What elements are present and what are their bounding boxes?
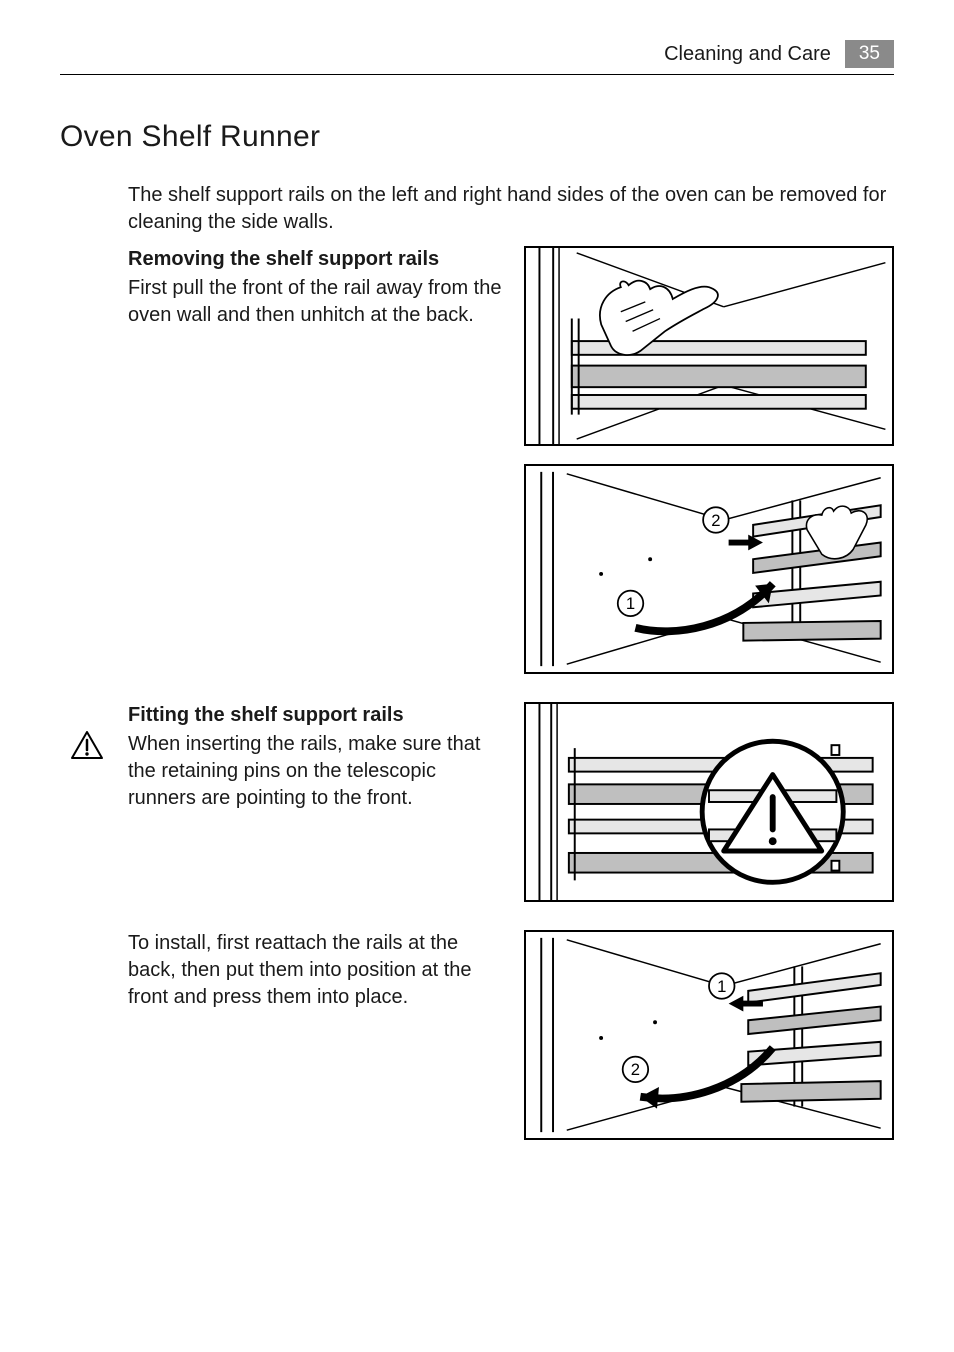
fitting-body: When inserting the rails, make sure that… [128, 731, 504, 812]
removing-text: Removing the shelf support rails First p… [128, 246, 504, 329]
fitting-text: Fitting the shelf support rails When ins… [128, 702, 504, 812]
figure-remove-side: 1 2 [524, 464, 894, 674]
page: Cleaning and Care 35 Oven Shelf Runner T… [0, 0, 954, 1208]
warning-icon [70, 730, 104, 760]
figure-install-side: 1 2 [524, 930, 894, 1140]
removing-body: First pull the front of the rail away fr… [128, 275, 504, 329]
removing-figures: 1 2 [524, 246, 894, 692]
removing-block: Removing the shelf support rails First p… [128, 246, 894, 692]
svg-text:1: 1 [626, 594, 635, 613]
install-block: To install, first reattach the rails at … [128, 930, 894, 1158]
removing-heading: Removing the shelf support rails [128, 246, 504, 273]
install-body: To install, first reattach the rails at … [128, 930, 504, 1011]
page-number: 35 [845, 40, 894, 68]
svg-text:1: 1 [717, 977, 726, 996]
page-header: Cleaning and Care 35 [60, 40, 894, 75]
intro-paragraph: The shelf support rails on the left and … [128, 182, 894, 236]
install-text: To install, first reattach the rails at … [128, 930, 504, 1011]
fitting-heading: Fitting the shelf support rails [128, 702, 504, 729]
fitting-block: Fitting the shelf support rails When ins… [128, 702, 894, 920]
section-title: Oven Shelf Runner [60, 120, 894, 154]
svg-text:2: 2 [711, 511, 720, 530]
figure-remove-front [524, 246, 894, 446]
header-section: Cleaning and Care [664, 43, 831, 66]
figure-fitting-warning [524, 702, 894, 902]
svg-text:2: 2 [631, 1060, 640, 1079]
